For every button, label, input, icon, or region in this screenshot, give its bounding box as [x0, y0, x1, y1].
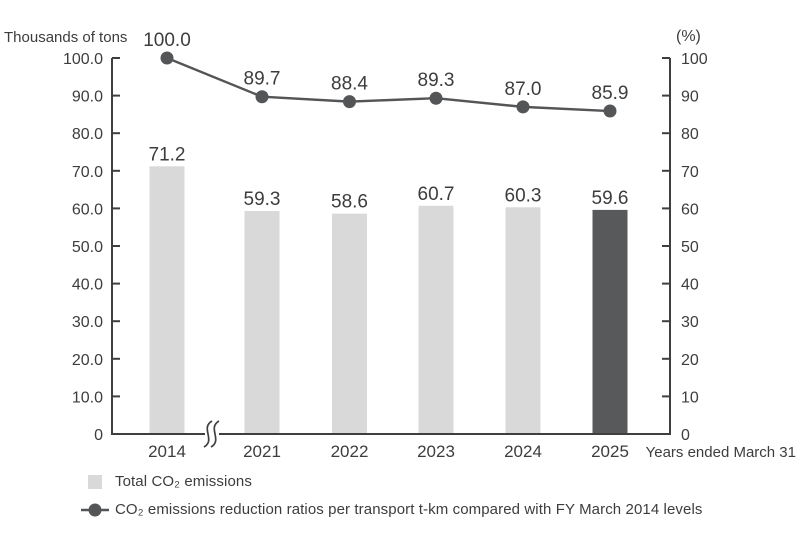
right-axis-title: (%): [676, 28, 701, 45]
left-tick-label-10.0: 10.0: [72, 389, 103, 406]
line-point-2025: [603, 104, 617, 118]
right-tick-label-70: 70: [681, 164, 699, 181]
bar-2022: [332, 213, 367, 434]
axis-break-mark-2: [210, 420, 220, 448]
right-tick-label-20: 20: [681, 352, 699, 369]
right-tick-label-0: 0: [681, 427, 690, 444]
bar-value-label-2023: 60.7: [418, 184, 455, 205]
bar-2024: [505, 207, 541, 434]
line-point-2024: [516, 100, 530, 114]
bar-2021: [244, 211, 280, 434]
bar-2023: [418, 205, 454, 434]
left-tick-label-80.0: 80.0: [72, 126, 103, 143]
line-value-label-2022: 88.4: [331, 74, 368, 95]
x-tick-label-2014: 2014: [148, 442, 186, 461]
right-tick-label-80: 80: [681, 126, 699, 143]
line-point-2014: [160, 51, 174, 65]
line-value-label-2021: 89.7: [244, 69, 281, 90]
legend-item-reduction-ratio: CO₂ emissions reduction ratios per trans…: [80, 501, 703, 518]
right-tick-label-90: 90: [681, 89, 699, 106]
line-value-label-2025: 85.9: [592, 83, 629, 104]
line-point-2023: [429, 91, 443, 105]
line-value-label-2023: 89.3: [418, 70, 455, 91]
x-tick-label-2024: 2024: [504, 442, 542, 461]
x-tick-label-2022: 2022: [331, 442, 369, 461]
right-tick-label-60: 60: [681, 201, 699, 218]
bar-swatch-icon: [88, 474, 102, 489]
legend-key-bar: [80, 474, 115, 489]
legend-label-total-emissions: Total CO₂ emissions: [115, 473, 252, 490]
left-tick-label-30.0: 30.0: [72, 314, 103, 331]
reduction-ratio-line: [166, 56, 611, 113]
bar-value-label-2021: 59.3: [244, 189, 281, 210]
bar-value-label-2022: 58.6: [331, 192, 368, 213]
bar-2014: [149, 166, 185, 434]
line-value-label-2014: 100.0: [143, 30, 191, 51]
left-axis-title: Thousands of tons: [4, 29, 127, 46]
left-tick-label-50.0: 50.0: [72, 239, 103, 256]
legend-line-dot: [88, 503, 102, 516]
right-tick-label-40: 40: [681, 277, 699, 294]
bar-value-label-2014: 71.2: [149, 144, 186, 165]
left-tick-label-40.0: 40.0: [72, 277, 103, 294]
chart-plot-area: 71.2 59.3 58.6 60.7 60.3 59.6 0 10.0 20.0 30.0 40.…: [4, 28, 796, 461]
bar-2025: [592, 209, 628, 434]
legend-item-total-emissions: Total CO₂ emissions: [80, 473, 703, 490]
line-point-2022: [343, 95, 356, 109]
x-tick-label-2021: 2021: [243, 442, 281, 461]
line-point-2021: [255, 90, 269, 104]
left-tick-label-20.0: 20.0: [72, 352, 103, 369]
bar-value-label-2025: 59.6: [592, 188, 629, 209]
line-marker-icon: [81, 503, 109, 516]
left-tick-label-100.0: 100.0: [63, 51, 103, 68]
line-value-label-2024: 87.0: [505, 79, 542, 100]
right-tick-label-10: 10: [681, 389, 699, 406]
x-tick-label-2023: 2023: [417, 442, 455, 461]
left-tick-label-0: 0: [94, 427, 103, 444]
x-axis-note: Years ended March 31: [646, 444, 796, 461]
bar-value-label-2024: 60.3: [505, 185, 542, 206]
left-tick-label-60.0: 60.0: [72, 201, 103, 218]
right-tick-label-50: 50: [681, 239, 699, 256]
axis-break-mark-1: [203, 420, 213, 448]
left-tick-label-70.0: 70.0: [72, 164, 103, 181]
left-tick-label-90.0: 90.0: [72, 89, 103, 106]
legend-label-reduction-ratio: CO₂ emissions reduction ratios per trans…: [115, 501, 703, 518]
right-tick-label-30: 30: [681, 314, 699, 331]
legend: Total CO₂ emissions CO₂ emissions reduct…: [80, 473, 703, 518]
x-tick-label-2025: 2025: [591, 442, 629, 461]
right-tick-label-100: 100: [681, 51, 708, 68]
legend-key-line: [80, 503, 115, 517]
